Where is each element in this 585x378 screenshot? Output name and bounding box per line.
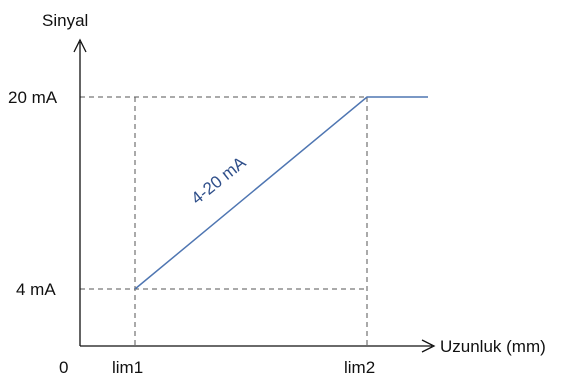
x-tick-lim2: lim2 (344, 358, 375, 377)
x-axis-label: Uzunluk (mm) (440, 337, 546, 356)
series-label: 4-20 mA (188, 152, 250, 208)
y-tick-20ma: 20 mA (8, 88, 58, 107)
y-axis-label: Sinyal (42, 11, 88, 30)
x-axis-arrow (421, 339, 436, 353)
x-tick-lim1: lim1 (112, 358, 143, 377)
y-axis-arrow (73, 38, 87, 53)
origin-label: 0 (59, 358, 68, 377)
signal-line (134, 96, 428, 290)
y-tick-4ma: 4 mA (16, 280, 56, 299)
